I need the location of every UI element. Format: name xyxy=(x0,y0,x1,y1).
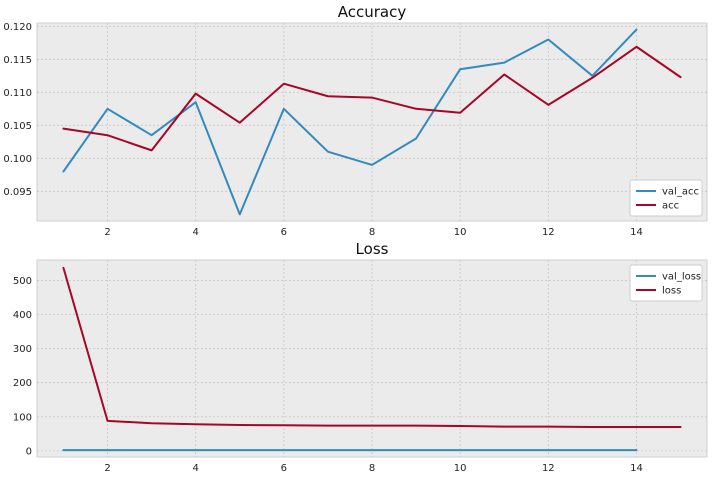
y-tick-label: 300 xyxy=(13,344,32,355)
y-tick-label: 100 xyxy=(13,412,32,423)
y-tick-label: 0.120 xyxy=(3,22,32,33)
y-tick-label: 0.095 xyxy=(3,187,32,198)
series-line-val-acc xyxy=(62,28,638,216)
x-tick-label: 10 xyxy=(454,227,467,238)
y-tick-label: 0 xyxy=(26,446,32,457)
x-tick-label: 8 xyxy=(369,463,375,474)
x-tick-label: 14 xyxy=(630,463,643,474)
y-tick-label: 500 xyxy=(13,276,32,287)
x-tick-label: 8 xyxy=(369,227,375,238)
y-tick-label: 0.105 xyxy=(3,121,32,132)
legend-label-val-acc: val_acc xyxy=(662,187,699,198)
x-tick-label: 6 xyxy=(281,463,287,474)
chart-panel-0: Accuracy 0.095 0.100 0.105 0.110 0.115 0.120 2 4… xyxy=(3,3,708,238)
y-tick-label: 0.110 xyxy=(3,88,32,99)
x-tick-label: 6 xyxy=(281,227,287,238)
legend-label-val-loss: val_loss xyxy=(662,272,701,283)
y-tick-label: 0.115 xyxy=(3,55,32,66)
x-tick-label: 2 xyxy=(104,463,110,474)
chart-title: Accuracy xyxy=(338,3,407,21)
y-tick-label: 0.100 xyxy=(3,154,32,165)
y-tick-label: 200 xyxy=(13,378,32,389)
legend-label-loss: loss xyxy=(662,286,681,297)
x-tick-label: 10 xyxy=(454,463,467,474)
chart-title: Loss xyxy=(356,240,389,258)
legend-box xyxy=(629,264,703,302)
legend-label-acc: acc xyxy=(662,201,679,212)
x-tick-label: 12 xyxy=(542,227,555,238)
y-tick-label: 400 xyxy=(13,310,32,321)
x-tick-label: 14 xyxy=(630,227,643,238)
legend-box xyxy=(629,179,703,217)
x-tick-label: 4 xyxy=(192,463,198,474)
chart-panel-1: Loss 0 100 200 300 400 500 2 4 6 8 10 12 14 val_losslo… xyxy=(13,240,708,474)
x-tick-label: 12 xyxy=(542,463,555,474)
x-tick-label: 4 xyxy=(192,227,198,238)
x-tick-label: 2 xyxy=(104,227,110,238)
